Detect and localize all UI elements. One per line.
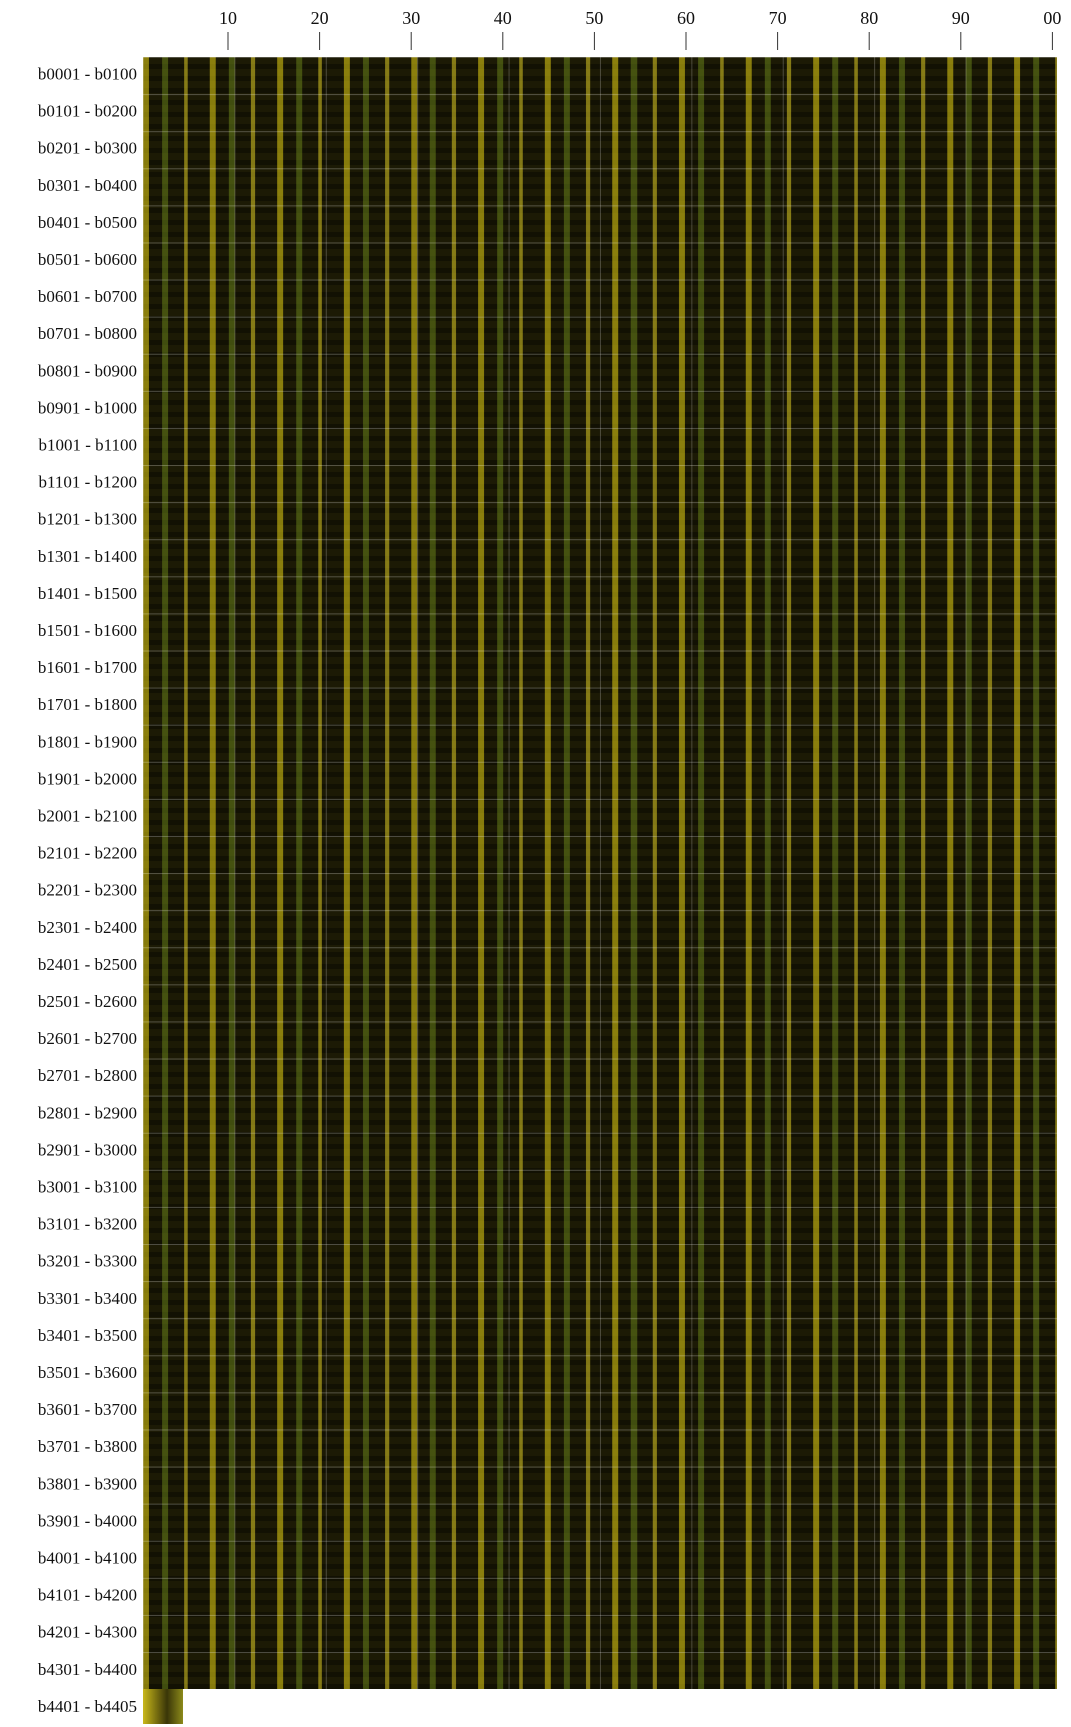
row-label: b0401 - b0500	[38, 213, 137, 232]
row-label: b4101 - b4200	[38, 1586, 137, 1605]
row-labels: b0001 - b0100 b0101 - b0200 b0201 - b0300 b…	[38, 64, 137, 1715]
row-label: b3201 - b3300	[38, 1252, 137, 1271]
row-label: b1901 - b2000	[38, 769, 137, 788]
row-label: b3801 - b3900	[38, 1474, 137, 1493]
row-label: b3901 - b4000	[38, 1511, 137, 1530]
row-label: b3701 - b3800	[38, 1437, 137, 1456]
x-axis: 10 20 30 40 50 60 70 80 90 00	[219, 8, 1061, 50]
row-label: b1401 - b1500	[38, 584, 137, 603]
row-label: b4201 - b4300	[38, 1623, 137, 1642]
row-label: b2001 - b2100	[38, 806, 137, 825]
row-label: b3001 - b3100	[38, 1177, 137, 1196]
row-label: b2801 - b2900	[38, 1103, 137, 1122]
row-label: b4001 - b4100	[38, 1548, 137, 1567]
x-tick-label: 40	[494, 8, 512, 28]
row-label: b1101 - b1200	[38, 473, 137, 492]
row-label: b4401 - b4405	[38, 1697, 137, 1716]
x-tick-label: 10	[219, 8, 237, 28]
x-tick-label: 20	[311, 8, 329, 28]
row-label: b3601 - b3700	[38, 1400, 137, 1419]
row-label: b4301 - b4400	[38, 1660, 137, 1679]
row-label: b1001 - b1100	[38, 435, 137, 454]
row-label: b3501 - b3600	[38, 1363, 137, 1382]
row-label: b0801 - b0900	[38, 361, 137, 380]
heatmap-grid	[143, 57, 1057, 1689]
row-label: b3301 - b3400	[38, 1289, 137, 1308]
row-label: b2601 - b2700	[38, 1029, 137, 1048]
row-label: b0201 - b0300	[38, 139, 137, 158]
row-label: b1201 - b1300	[38, 510, 137, 529]
x-tick-label: 70	[769, 8, 787, 28]
row-label: b2201 - b2300	[38, 881, 137, 900]
figure: 10 20 30 40 50 60 70 80 90 00 b0001 - b0100 b0101 …	[0, 0, 1071, 1727]
row-label: b0701 - b0800	[38, 324, 137, 343]
row-label: b0601 - b0700	[38, 287, 137, 306]
row-label: b1501 - b1600	[38, 621, 137, 640]
x-tick-label: 90	[952, 8, 970, 28]
x-tick-label: 50	[585, 8, 603, 28]
row-label: b0101 - b0200	[38, 102, 137, 121]
row-label: b3401 - b3500	[38, 1326, 137, 1345]
row-label: b1701 - b1800	[38, 695, 137, 714]
row-label: b0001 - b0100	[38, 64, 137, 83]
row-label: b0501 - b0600	[38, 250, 137, 269]
x-tick-label: 80	[860, 8, 878, 28]
row-label: b2401 - b2500	[38, 955, 137, 974]
x-tick-label: 60	[677, 8, 695, 28]
row-label: b2301 - b2400	[38, 918, 137, 937]
row-label: b1301 - b1400	[38, 547, 137, 566]
row-label: b2701 - b2800	[38, 1066, 137, 1085]
x-tick-label: 30	[402, 8, 420, 28]
x-tick-label: 00	[1043, 8, 1061, 28]
row-label: b3101 - b3200	[38, 1215, 137, 1234]
row-label: b0301 - b0400	[38, 176, 137, 195]
row-label: b1801 - b1900	[38, 732, 137, 751]
row-label: b2501 - b2600	[38, 992, 137, 1011]
row-label: b2901 - b3000	[38, 1140, 137, 1159]
row-label: b2101 - b2200	[38, 844, 137, 863]
heatmap-last-row	[143, 1689, 183, 1724]
row-label: b0901 - b1000	[38, 398, 137, 417]
row-label: b1601 - b1700	[38, 658, 137, 677]
